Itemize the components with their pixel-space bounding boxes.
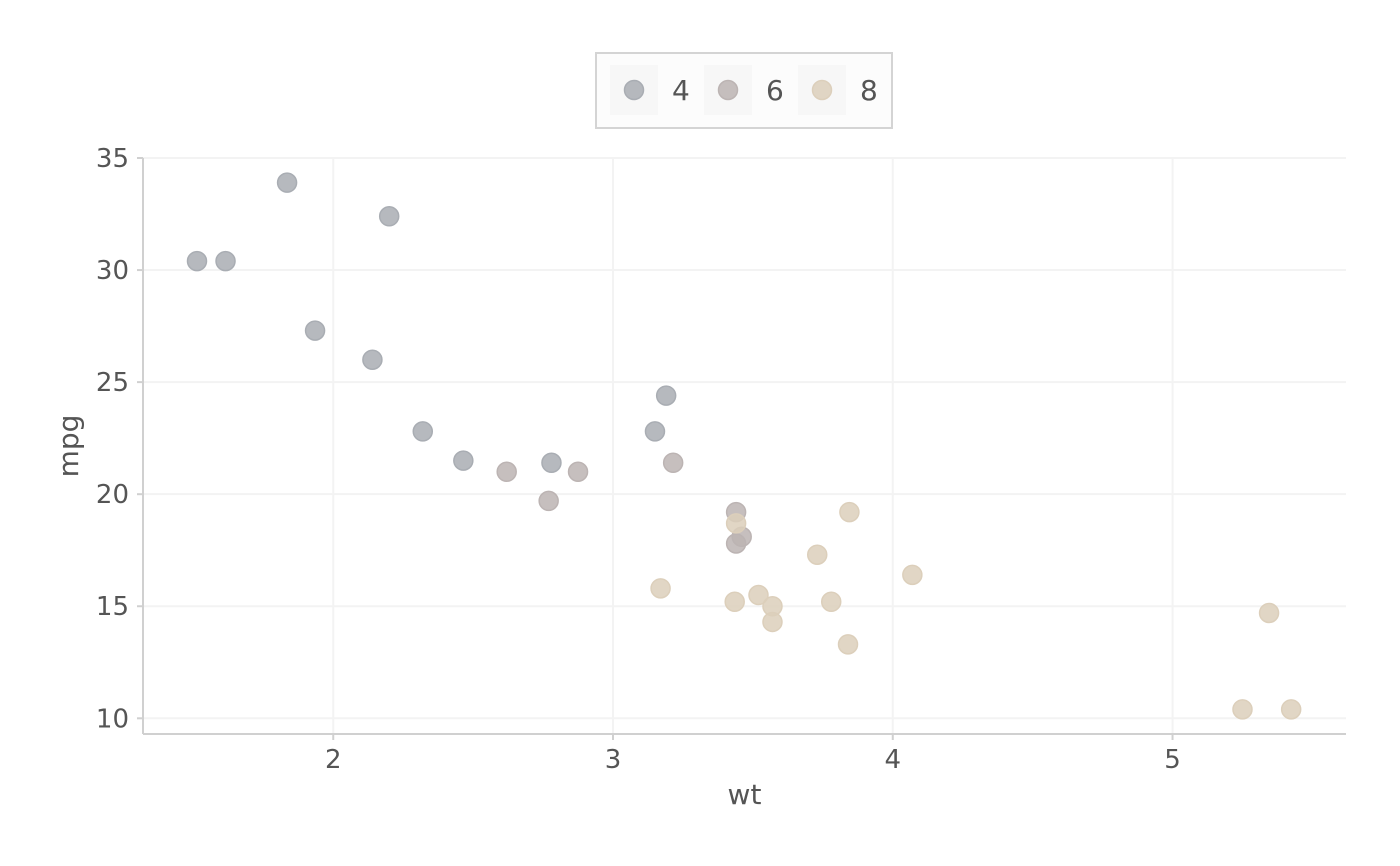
- data-point-cyl-8: [820, 591, 842, 613]
- data-point-cyl-8: [1258, 602, 1280, 624]
- data-point-cyl-4: [644, 421, 666, 442]
- data-point-cyl-4: [362, 349, 383, 370]
- y-tick-label: 35: [96, 144, 129, 174]
- data-point-cyl-4: [215, 250, 236, 272]
- data-point-cyl-6: [662, 452, 684, 474]
- data-point-cyl-4: [276, 172, 298, 193]
- y-axis-title: mpg: [52, 415, 85, 478]
- data-point-cyl-8: [724, 591, 745, 613]
- legend-key-6: [717, 79, 739, 101]
- legend-key-4: [623, 79, 645, 101]
- data-point-cyl-6: [496, 461, 517, 483]
- data-point-cyl-8: [837, 634, 859, 655]
- data-point-cyl-8: [806, 544, 828, 565]
- data-point-cyl-4: [304, 320, 326, 341]
- data-points: [186, 172, 1302, 720]
- data-point-cyl-4: [378, 206, 400, 227]
- x-tick-label: 3: [605, 745, 622, 775]
- data-point-cyl-4: [186, 250, 208, 272]
- legend: 4 6 8: [595, 52, 893, 129]
- data-point-cyl-8: [1232, 699, 1253, 720]
- y-tick-label: 20: [96, 480, 129, 510]
- data-point-cyl-4: [453, 450, 474, 471]
- data-point-cyl-8: [1280, 699, 1302, 720]
- x-tick-label: 2: [325, 745, 342, 775]
- y-tick-label: 25: [96, 368, 129, 398]
- x-tick-label: 5: [1164, 745, 1181, 775]
- data-point-cyl-6: [567, 461, 589, 483]
- y-tick-label: 15: [96, 592, 129, 622]
- x-axis-title: wt: [728, 778, 762, 811]
- data-point-cyl-4: [655, 385, 677, 406]
- legend-label-8: 8: [860, 74, 878, 107]
- gridlines: [143, 157, 1346, 734]
- data-point-cyl-6: [538, 490, 559, 512]
- y-tick-label: 10: [96, 704, 129, 734]
- data-point-cyl-4: [541, 452, 562, 474]
- data-point-cyl-4: [412, 421, 434, 442]
- data-point-cyl-8: [762, 611, 783, 633]
- axes: 10 15 20 25 30 35 2 3 4 5: [96, 144, 1346, 775]
- legend-label-4: 4: [672, 74, 690, 107]
- legend-label-6: 6: [766, 74, 784, 107]
- legend-key-8: [811, 79, 833, 101]
- data-point-cyl-8: [839, 501, 860, 523]
- data-point-cyl-8: [748, 584, 769, 606]
- data-point-cyl-8: [650, 578, 671, 599]
- data-point-cyl-8: [902, 564, 923, 586]
- x-tick-label: 4: [885, 745, 902, 775]
- data-point-cyl-8: [725, 513, 747, 534]
- y-tick-label: 30: [96, 256, 129, 286]
